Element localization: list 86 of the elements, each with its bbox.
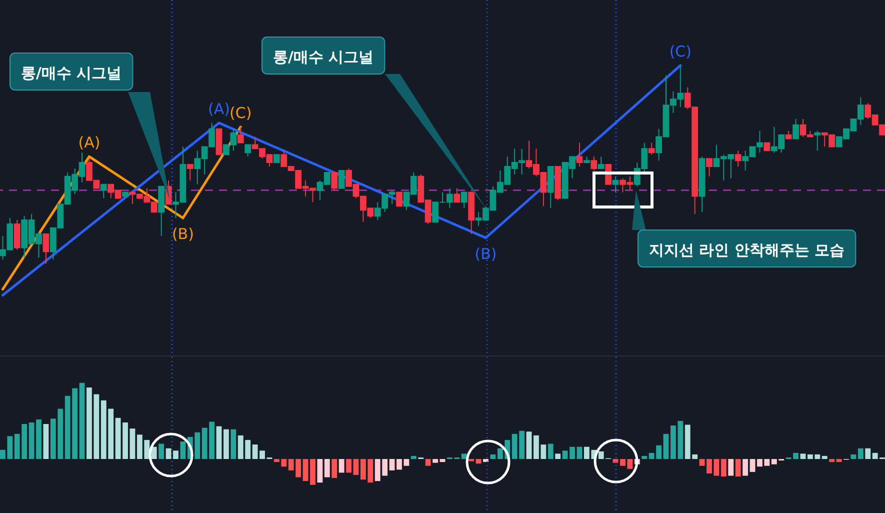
bar [555,454,561,459]
bar [620,458,626,466]
bar [130,428,136,459]
bar [829,458,835,462]
bar [822,456,828,459]
candlestick [706,158,712,177]
bar [216,426,222,459]
bar [346,458,352,473]
bar [180,441,186,459]
bar [260,450,265,459]
bar [720,458,726,476]
candlestick [338,170,345,189]
candlestick [454,188,460,203]
bar [151,446,157,459]
bar [43,424,49,459]
bar [302,458,308,482]
bar [310,458,316,485]
candlestick [42,233,50,264]
candlestick [237,126,244,144]
annotation: (A) [78,134,100,152]
bar [425,458,431,466]
annotation: 롱/매수 시그널 [21,64,122,82]
bar [317,458,323,483]
speech-callout: 지지선 라인 안착해주는 모습 [632,190,856,268]
candlestick [244,144,252,158]
annotation: 롱/매수 시그널 [273,48,374,66]
candlestick [576,142,583,168]
bar [252,444,258,459]
bar [576,446,582,459]
candlestick [186,164,194,181]
bar [166,448,172,459]
candlestick [814,130,821,152]
bar [858,448,864,459]
bar [612,458,618,463]
bar [324,458,330,478]
bar [224,429,229,459]
candlestick [100,184,107,199]
bar [735,458,741,476]
bar [28,422,34,459]
bar [490,454,496,459]
bar [410,456,416,459]
bar [627,458,633,469]
candlestick [612,176,619,193]
candlestick [331,172,338,191]
bar [468,458,474,462]
bar [663,434,669,459]
candlestick [396,192,402,207]
speech-callout: 롱/매수 시그널 [262,36,487,210]
bar [389,458,395,470]
annotation: (B) [172,225,194,244]
bar [642,456,648,459]
bar [750,458,756,472]
candlestick [590,156,598,171]
candlestick [14,219,20,250]
bar [432,458,438,463]
bar [440,458,446,462]
annotation: (C) [230,104,252,122]
candlestick [792,118,799,140]
bar [230,429,236,459]
bar [714,458,720,476]
bar [353,458,359,475]
bar [728,458,734,476]
annotation: 지지선 라인 안착해주는 모습 [649,241,845,259]
bar [800,454,806,459]
candlestick [734,150,742,168]
bar [461,454,467,459]
bar [332,458,338,478]
bar [173,450,178,459]
bar [338,458,344,473]
bar [836,458,842,462]
bar [158,444,164,459]
candlestick [598,156,604,169]
candlestick [460,192,468,209]
bar [548,444,554,459]
candlestick [648,142,655,156]
bar [36,419,42,459]
annotation: (A) [208,100,230,118]
bar [742,458,748,476]
bar [865,448,871,459]
bar [850,454,856,459]
bar [526,432,532,459]
bar [476,458,482,464]
annotation: (B) [474,244,497,263]
annotation: (C) [669,42,692,60]
bar [79,382,85,459]
bar [483,458,488,462]
